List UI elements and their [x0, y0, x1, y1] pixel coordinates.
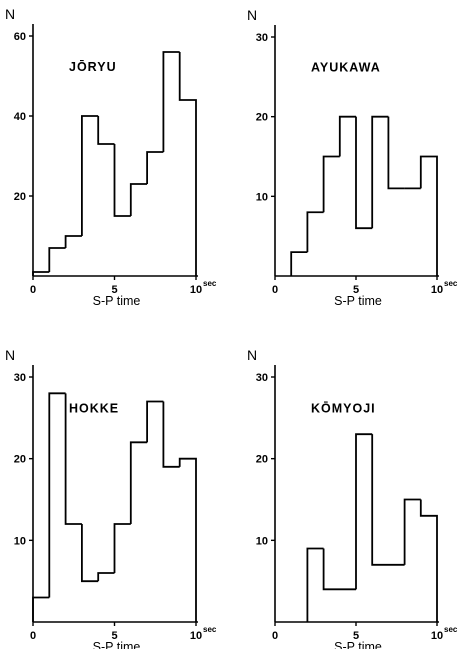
histogram-bin — [32, 271, 50, 276]
histogram-bin — [371, 434, 405, 566]
histogram-bin — [162, 51, 180, 152]
histogram-bin — [81, 524, 99, 583]
histogram-bin — [355, 116, 373, 230]
y-tick-label: 30 — [256, 32, 268, 44]
x-axis-label: S-P time — [93, 294, 141, 308]
x-tick-label: 5 — [111, 284, 117, 296]
histogram-bin — [146, 151, 164, 184]
y-tick-label: 10 — [256, 535, 268, 547]
histogram-bin — [81, 115, 99, 236]
x-tick-label: 5 — [353, 630, 359, 642]
x-unit-label: sec — [203, 625, 217, 634]
y-tick-label: 10 — [256, 191, 268, 203]
x-tick-label: 5 — [111, 630, 117, 642]
histogram-bin — [322, 548, 356, 591]
x-tick-label: 0 — [272, 630, 278, 642]
x-tick-label: 10 — [431, 630, 443, 642]
y-tick-label: 20 — [256, 112, 268, 124]
histogram-bin — [322, 155, 340, 213]
x-tick-label: 10 — [431, 284, 443, 296]
histogram-bin — [129, 441, 148, 524]
panel-title: JŌRYU — [69, 60, 117, 74]
y-axis-label: N — [5, 6, 15, 22]
x-tick-label: 0 — [30, 630, 36, 642]
histogram-bin — [97, 116, 115, 145]
y-tick-label: 40 — [14, 111, 26, 123]
histogram-bin — [371, 115, 389, 229]
y-tick-label: 20 — [14, 191, 26, 203]
panel-title: KŌMYOJI — [311, 401, 376, 415]
histogram-bin — [403, 498, 421, 565]
y-tick-label: 20 — [14, 454, 26, 466]
x-tick-label: 10 — [190, 284, 202, 296]
x-unit-label: sec — [444, 279, 458, 288]
x-axis-label: S-P time — [334, 294, 382, 308]
histogram-bin — [419, 155, 438, 276]
x-unit-label: sec — [203, 279, 217, 288]
y-tick-label: 30 — [256, 372, 268, 384]
histogram-bin — [64, 393, 82, 525]
y-tick-label: 60 — [14, 31, 26, 43]
x-axis-label: S-P time — [93, 640, 141, 649]
histogram-bin — [419, 499, 438, 622]
x-tick-label: 10 — [190, 630, 202, 642]
histogram-bin — [178, 52, 197, 276]
histogram-bin — [146, 400, 164, 443]
histogram-bin — [48, 247, 66, 272]
histogram-bin — [64, 235, 82, 248]
histogram-bin — [178, 457, 197, 622]
y-axis-label: N — [247, 347, 257, 363]
x-unit-label: sec — [444, 625, 458, 634]
histogram-bin — [162, 401, 180, 468]
x-tick-label: 5 — [353, 284, 359, 296]
histogram-bin — [113, 144, 131, 217]
y-tick-label: 30 — [14, 372, 26, 384]
histogram-bin — [306, 211, 324, 253]
histogram-bin — [48, 392, 66, 598]
histogram-bin — [32, 596, 50, 622]
histogram-bin — [97, 572, 115, 582]
histogram-bin — [387, 116, 405, 190]
y-axis-label: N — [247, 7, 257, 23]
y-tick-label: 20 — [256, 454, 268, 466]
y-axis-label: N — [5, 347, 15, 363]
histogram-bin — [113, 523, 131, 573]
x-tick-label: 0 — [30, 284, 36, 296]
panel-title: AYUKAWA — [311, 61, 381, 75]
y-tick-label: 10 — [14, 535, 26, 547]
panel-title: HOKKE — [69, 401, 119, 415]
histogram-bin — [338, 115, 356, 157]
x-tick-label: 0 — [272, 284, 278, 296]
histogram-bin — [129, 183, 148, 216]
histogram-bin — [306, 547, 324, 622]
histogram-bin — [290, 251, 308, 276]
histogram-bin — [355, 433, 373, 590]
x-axis-label: S-P time — [334, 640, 382, 649]
